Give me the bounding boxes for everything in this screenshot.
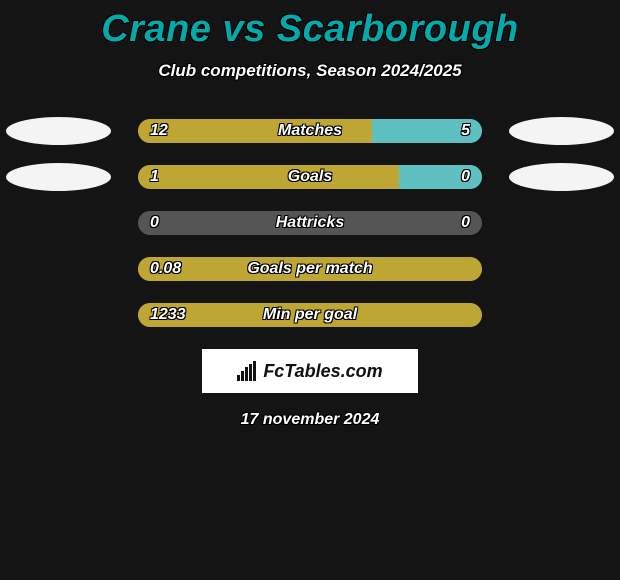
stat-name: Matches <box>138 119 482 143</box>
team-right-ellipse <box>509 163 614 191</box>
stat-row: 1233Min per goal <box>0 303 620 327</box>
stat-right-value: 5 <box>461 119 470 143</box>
stat-row: 0.08Goals per match <box>0 257 620 281</box>
date-label: 17 november 2024 <box>0 411 620 429</box>
team-left-ellipse <box>6 163 111 191</box>
bars-icon <box>237 361 259 381</box>
team-right-ellipse <box>509 117 614 145</box>
source-badge: FcTables.com <box>202 349 418 393</box>
stat-row: 1Goals0 <box>0 165 620 189</box>
stat-name: Hattricks <box>138 211 482 235</box>
stat-right-value: 0 <box>461 165 470 189</box>
badge-text: FcTables.com <box>263 361 382 382</box>
stat-right-value: 0 <box>461 211 470 235</box>
stat-name: Goals <box>138 165 482 189</box>
stat-name: Min per goal <box>138 303 482 327</box>
page-title: Crane vs Scarborough <box>0 0 620 51</box>
subtitle: Club competitions, Season 2024/2025 <box>0 61 620 81</box>
stat-row: 12Matches5 <box>0 119 620 143</box>
stat-name: Goals per match <box>138 257 482 281</box>
stats-container: 12Matches51Goals00Hattricks00.08Goals pe… <box>0 119 620 327</box>
stat-row: 0Hattricks0 <box>0 211 620 235</box>
team-left-ellipse <box>6 117 111 145</box>
